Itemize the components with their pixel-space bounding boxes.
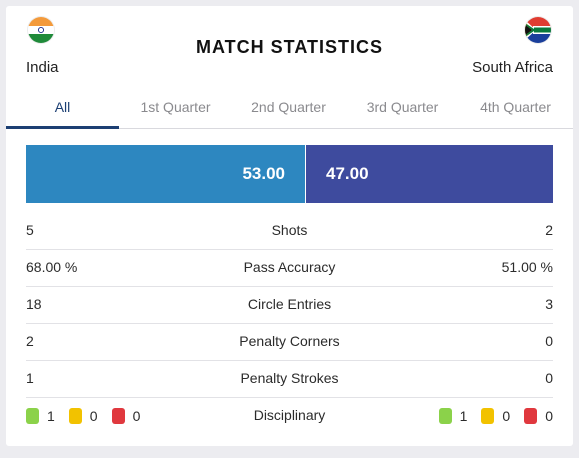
stat-row-disciplinary: 1 0 0 Disciplinary 1 0 0 xyxy=(26,397,553,434)
tab-all[interactable]: All xyxy=(54,99,71,115)
possession-bar: 53.00 47.00 xyxy=(26,145,553,203)
active-tab-indicator xyxy=(6,126,119,129)
home-value: 18 xyxy=(26,296,42,312)
stat-row-pass-accuracy: 68.00 % Pass Accuracy 51.00 % xyxy=(26,249,553,287)
stat-label: Shots xyxy=(271,222,308,238)
home-team-name: India xyxy=(26,59,59,76)
red-card-count: 0 xyxy=(545,407,553,424)
stat-label: Penalty Corners xyxy=(239,333,340,349)
south-africa-flag-icon xyxy=(525,17,551,43)
india-flag-icon xyxy=(28,17,54,43)
stat-label: Penalty Strokes xyxy=(240,370,339,386)
away-value: 0 xyxy=(545,333,553,349)
home-possession-bar: 53.00 xyxy=(26,145,305,203)
page-title: MATCH STATISTICS xyxy=(196,37,383,57)
red-card-icon xyxy=(524,407,538,424)
tab-3rd-quarter[interactable]: 3rd Quarter xyxy=(366,99,439,115)
tab-4th-quarter[interactable]: 4th Quarter xyxy=(480,99,551,115)
red-card-icon xyxy=(111,407,125,424)
home-value: 68.00 % xyxy=(26,259,78,275)
red-card-count: 0 xyxy=(132,407,141,424)
stat-row-penalty-strokes: 1 Penalty Strokes 0 xyxy=(26,360,553,398)
away-cards: 1 0 0 xyxy=(438,397,553,434)
match-statistics-card: India MATCH STATISTICS South Africa All … xyxy=(6,6,573,446)
away-value: 51.00 % xyxy=(501,259,553,275)
green-card-count: 1 xyxy=(459,407,468,424)
home-value: 5 xyxy=(26,222,34,238)
yellow-card-icon xyxy=(68,407,82,424)
away-possession-bar: 47.00 xyxy=(305,145,553,203)
stat-label: Pass Accuracy xyxy=(243,259,336,275)
yellow-card-count: 0 xyxy=(89,407,98,424)
stat-label: Disciplinary xyxy=(253,407,326,423)
away-value: 3 xyxy=(545,296,553,312)
yellow-card-count: 0 xyxy=(502,407,511,424)
home-value: 1 xyxy=(26,370,34,386)
quarter-tabs: All 1st Quarter 2nd Quarter 3rd Quarter … xyxy=(6,94,573,129)
stat-row-circle-entries: 18 Circle Entries 3 xyxy=(26,286,553,324)
stat-label: Circle Entries xyxy=(247,296,332,312)
stat-row-shots: 5 Shots 2 xyxy=(26,212,553,250)
green-card-count: 1 xyxy=(47,407,55,424)
yellow-card-icon xyxy=(481,407,495,424)
tab-2nd-quarter[interactable]: 2nd Quarter xyxy=(251,99,326,115)
away-value: 2 xyxy=(545,222,553,238)
away-value: 0 xyxy=(545,370,553,386)
stat-row-penalty-corners: 2 Penalty Corners 0 xyxy=(26,323,553,361)
away-team-name: South Africa xyxy=(472,59,553,76)
home-value: 2 xyxy=(26,333,34,349)
tab-1st-quarter[interactable]: 1st Quarter xyxy=(140,99,211,115)
green-card-icon xyxy=(438,407,452,424)
green-card-icon xyxy=(26,407,39,424)
home-cards: 1 0 0 xyxy=(26,397,154,434)
